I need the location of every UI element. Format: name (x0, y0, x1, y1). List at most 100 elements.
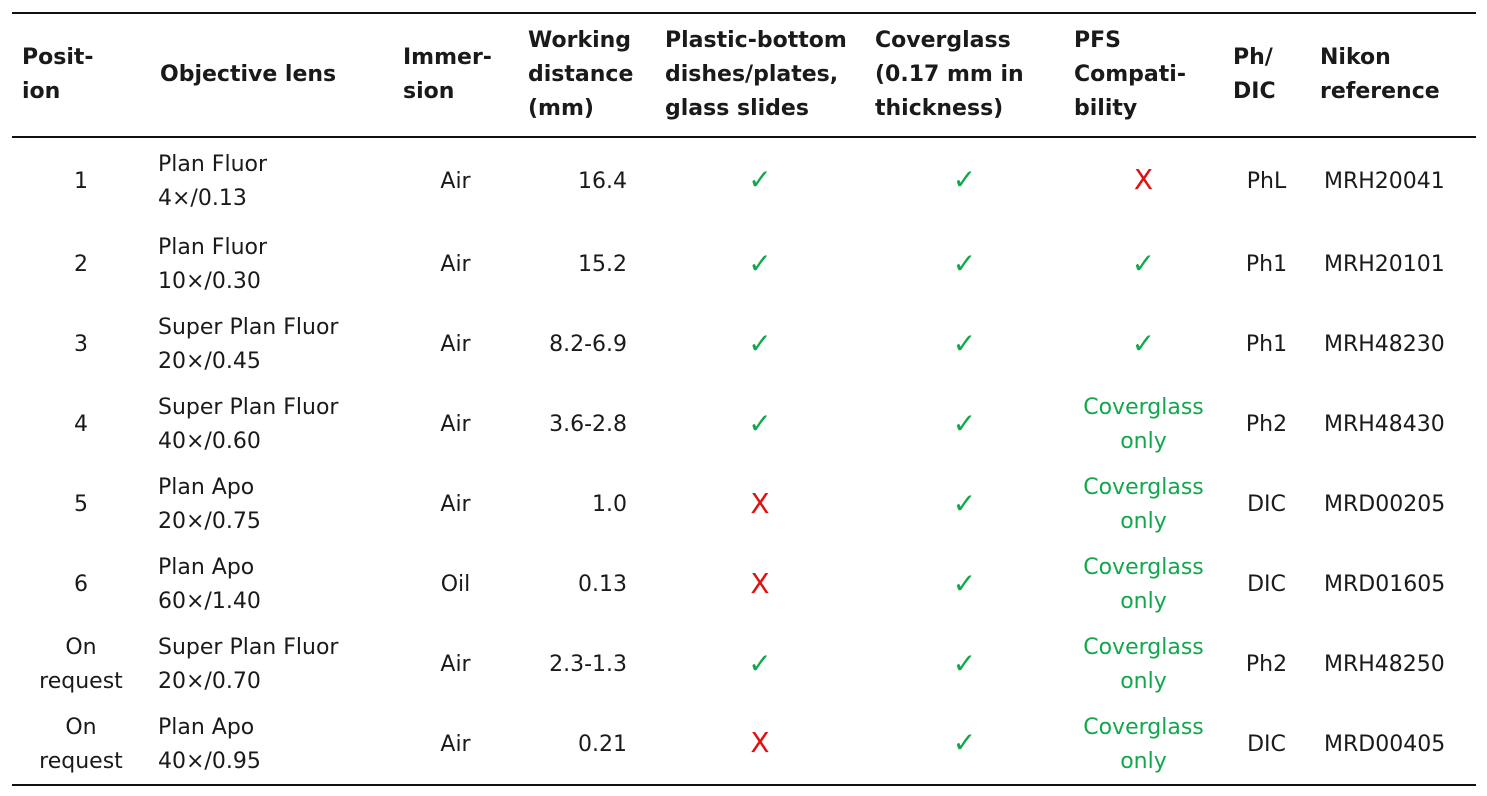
cell-ph-dic-text: DIC (1247, 572, 1286, 597)
cell-position-text: 4 (74, 412, 88, 437)
table-header: Posit- ion Objective lens Immer- sion Wo… (12, 13, 1476, 137)
cross-mark-icon: X (750, 726, 770, 759)
cell-pfs-compatibility: Coverglass only (1064, 545, 1223, 625)
check-mark-icon: ✓ (1131, 326, 1156, 360)
cell-ph-dic-text: Ph1 (1245, 332, 1288, 357)
cross-mark-icon: X (750, 486, 770, 520)
cell-plastic-bottom: ✓ (655, 385, 865, 465)
cell-objective-lens: Plan Fluor 10×/0.30 (150, 225, 393, 305)
cell-position-text: 6 (74, 572, 88, 597)
cell-coverglass: ✓ (865, 385, 1064, 465)
cell-position: 4 (12, 385, 150, 465)
cell-position-text: 2 (74, 252, 88, 277)
check-mark-icon: ✓ (748, 246, 772, 280)
cell-plastic-bottom: ✓ (655, 225, 865, 305)
check-mark-icon: ✓ (952, 163, 977, 196)
cell-immersion: Air (393, 225, 518, 305)
table-row: 6 Plan Apo 60×/1.40 Oil 0.13 X ✓ Coverglass on… (12, 545, 1476, 625)
table-row: 4 Super Plan Fluor 40×/0.60 Air 3.6-2.8 ✓ ✓ Co… (12, 385, 1476, 465)
cell-working-distance: 0.13 (518, 545, 655, 625)
cell-nikon-reference-text: MRH48250 (1324, 652, 1445, 677)
objective-table-container: Posit- ion Objective lens Immer- sion Wo… (12, 12, 1476, 786)
cell-ph-dic-text: DIC (1247, 731, 1286, 757)
cell-immersion: Air (393, 137, 518, 225)
check-mark-icon: ✓ (952, 566, 977, 600)
cell-objective-lens-text: Plan Apo 40×/0.95 (158, 714, 261, 774)
cell-objective-lens: Super Plan Fluor 20×/0.70 (150, 625, 393, 705)
table-row: 1 Plan Fluor 4×/0.13 Air 16.4 ✓ ✓ X PhL MRH20041 (12, 137, 1476, 225)
cell-position-text: On request (39, 635, 123, 694)
cell-working-distance-text: 0.21 (578, 731, 627, 757)
cell-position: On request (12, 625, 150, 705)
cell-ph-dic: PhL (1223, 137, 1310, 225)
cell-ph-dic-text: Ph1 (1245, 252, 1288, 277)
cell-ph-dic-text: Ph2 (1245, 652, 1288, 677)
cell-objective-lens-text: Super Plan Fluor 20×/0.70 (158, 635, 339, 694)
cell-nikon-reference: MRH48230 (1310, 305, 1476, 385)
header-plastic-bottom: Plastic-bottom dishes/plates, glass slid… (665, 28, 847, 121)
cell-pfs-compatibility: X (1064, 137, 1223, 225)
cell-ph-dic: DIC (1223, 465, 1310, 545)
header-objective-lens: Objective lens (160, 62, 337, 87)
cell-working-distance-text: 15.2 (578, 252, 627, 277)
cell-working-distance-text: 2.3-1.3 (549, 652, 627, 677)
table-row: On request Super Plan Fluor 20×/0.70 Air 2.… (12, 625, 1476, 705)
cell-plastic-bottom: ✓ (655, 305, 865, 385)
cell-ph-dic: DIC (1223, 705, 1310, 785)
cell-position-text: 5 (74, 492, 88, 517)
cell-working-distance: 16.4 (518, 137, 655, 225)
cell-objective-lens: Plan Apo 40×/0.95 (150, 705, 393, 785)
check-mark-icon: ✓ (748, 163, 772, 196)
cross-mark-icon: X (1133, 163, 1154, 196)
cell-working-distance: 8.2-6.9 (518, 305, 655, 385)
check-mark-icon: ✓ (952, 646, 977, 680)
cell-ph-dic: Ph2 (1223, 385, 1310, 465)
cell-objective-lens-text: Plan Fluor 4×/0.13 (158, 151, 268, 211)
cell-objective-lens: Super Plan Fluor 40×/0.60 (150, 385, 393, 465)
cell-immersion: Air (393, 465, 518, 545)
cell-coverglass: ✓ (865, 137, 1064, 225)
cell-coverglass: ✓ (865, 305, 1064, 385)
cell-position-text: 3 (74, 332, 88, 357)
cell-pfs-compatibility: Coverglass only (1064, 385, 1223, 465)
cell-coverglass: ✓ (865, 625, 1064, 705)
cell-ph-dic-text: Ph2 (1245, 412, 1288, 437)
cell-working-distance: 3.6-2.8 (518, 385, 655, 465)
cell-pfs-compatibility: ✓ (1064, 225, 1223, 305)
cell-nikon-reference-text: MRH48430 (1324, 412, 1445, 437)
cell-plastic-bottom: X (655, 545, 865, 625)
cell-working-distance-text: 0.13 (578, 572, 627, 597)
cell-immersion-text: Air (440, 652, 471, 677)
cell-working-distance-text: 8.2-6.9 (549, 332, 627, 357)
cell-immersion-text: Air (440, 168, 471, 194)
cell-objective-lens-text: Plan Apo 20×/0.75 (158, 475, 261, 534)
cell-pfs-compatibility: Coverglass only (1064, 465, 1223, 545)
check-mark-icon: ✓ (952, 486, 977, 520)
cell-nikon-reference: MRH48250 (1310, 625, 1476, 705)
cell-objective-lens: Super Plan Fluor 20×/0.45 (150, 305, 393, 385)
cell-nikon-reference: MRD01605 (1310, 545, 1476, 625)
header-immersion: Immer- sion (403, 45, 492, 104)
cell-nikon-reference: MRH20101 (1310, 225, 1476, 305)
cell-plastic-bottom: ✓ (655, 625, 865, 705)
header-pfs-compatibility: PFS Compati- bility (1074, 28, 1186, 121)
cell-position: 3 (12, 305, 150, 385)
cell-immersion-text: Air (440, 731, 471, 757)
cell-position: 1 (12, 137, 150, 225)
cell-ph-dic: Ph1 (1223, 305, 1310, 385)
check-mark-icon: ✓ (748, 646, 772, 680)
cell-coverglass: ✓ (865, 465, 1064, 545)
coverglass-only-label: Coverglass only (1083, 475, 1204, 534)
cell-nikon-reference-text: MRH20041 (1324, 168, 1445, 194)
objective-lens-table: Posit- ion Objective lens Immer- sion Wo… (12, 12, 1476, 786)
cell-objective-lens-text: Plan Apo 60×/1.40 (158, 555, 261, 614)
check-mark-icon: ✓ (952, 326, 977, 360)
cell-immersion: Air (393, 705, 518, 785)
cell-plastic-bottom: X (655, 465, 865, 545)
header-working-distance: Working distance (mm) (528, 28, 634, 121)
cell-ph-dic: DIC (1223, 545, 1310, 625)
cell-immersion-text: Air (440, 332, 471, 357)
cell-pfs-compatibility: Coverglass only (1064, 625, 1223, 705)
coverglass-only-label: Coverglass only (1083, 714, 1204, 774)
check-mark-icon: ✓ (748, 326, 772, 360)
